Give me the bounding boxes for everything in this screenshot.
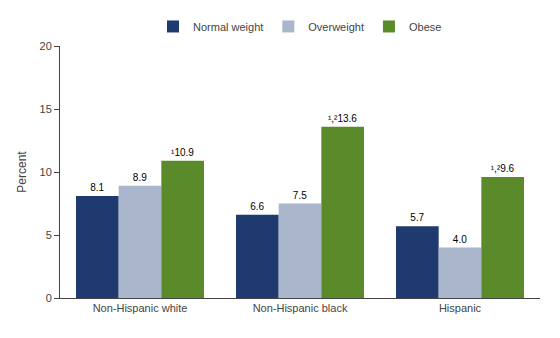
svg-text:¹,²13.6: ¹,²13.6 — [328, 113, 357, 124]
svg-text:4.0: 4.0 — [453, 234, 467, 245]
svg-text:Hispanic: Hispanic — [439, 302, 482, 314]
svg-text:6.6: 6.6 — [250, 201, 264, 212]
svg-text:5: 5 — [46, 229, 52, 241]
svg-text:¹,²9.6: ¹,²9.6 — [491, 163, 515, 174]
svg-text:Normal weight: Normal weight — [193, 21, 263, 33]
svg-text:8.1: 8.1 — [90, 182, 104, 193]
svg-text:15: 15 — [40, 103, 52, 115]
svg-text:20: 20 — [40, 40, 52, 52]
svg-text:0: 0 — [46, 292, 52, 304]
svg-text:Obese: Obese — [409, 21, 441, 33]
svg-text:Non-Hispanic black: Non-Hispanic black — [253, 302, 348, 314]
svg-text:¹10.9: ¹10.9 — [171, 147, 194, 158]
svg-text:7.5: 7.5 — [293, 190, 307, 201]
svg-text:Percent: Percent — [15, 151, 29, 193]
svg-text:Overweight: Overweight — [308, 21, 364, 33]
svg-text:Non-Hispanic white: Non-Hispanic white — [93, 302, 188, 314]
svg-text:8.9: 8.9 — [133, 172, 147, 183]
svg-text:5.7: 5.7 — [410, 212, 424, 223]
svg-text:10: 10 — [40, 166, 52, 178]
